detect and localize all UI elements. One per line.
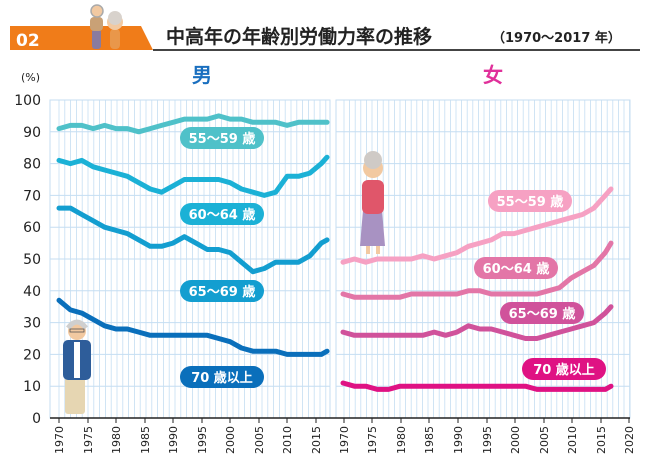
x-tick-label: 1980 [395,426,408,454]
x-tick-label: 1985 [139,426,152,454]
y-tick-label: 40 [23,284,41,300]
series-line [56,154,330,198]
series-label-pill [180,203,264,225]
series-label: 70 歳以上 [191,370,253,386]
y-tick-label: 100 [14,93,41,109]
y-tick-label: 10 [23,379,41,395]
x-tick-label: 1980 [110,426,123,454]
x-tick-label: 2020 [623,426,636,454]
x-tick-label: 1975 [82,426,95,454]
series-label-pill [500,302,584,324]
x-tick-label: 2000 [509,426,522,454]
series-label-pill [180,280,264,302]
series-label: 70 歳以上 [533,362,595,378]
x-tick-label: 2015 [310,426,323,454]
panel-title-female: 女 [483,63,503,87]
y-tick-label: 30 [23,316,41,332]
y-tick-label: 90 [23,125,41,141]
series-label: 65～69 歳 [189,284,256,300]
series-line [340,240,614,300]
chart-period: （1970～2017 年） [492,30,621,46]
panel-title-male: 男 [192,63,212,87]
x-tick-label: 1970 [53,426,66,454]
x-tick-label: 1990 [167,426,180,454]
series-label: 60～64 歳 [483,261,550,277]
y-tick-label: 80 [23,157,41,173]
x-tick-label: 1985 [423,426,436,454]
y-tick-label: 0 [32,411,41,427]
y-axis: 0 10 20 30 40 50 60 70 80 90 100 [14,93,41,427]
series-label: 65～69 歳 [509,306,576,322]
y-tick-label: 70 [23,188,41,204]
x-tick-label: 2010 [281,426,294,454]
series-line [340,186,614,265]
series-label-pill [488,190,572,212]
series-label-pill [180,127,264,149]
series-label-pill [180,366,264,388]
x-tick-label: 2000 [224,426,237,454]
header-badge-number: 02 [16,31,40,51]
series-label: 55～59 歳 [189,131,256,147]
x-tick-label: 1990 [452,426,465,454]
y-tick-label: 20 [23,347,41,363]
series-label-pill [522,358,606,380]
x-tick-label: 1995 [196,426,209,454]
elderly-man-icon [63,319,91,414]
x-tick-label: 2005 [538,426,551,454]
series-line [56,113,330,135]
x-tick-label: 2015 [595,426,608,454]
y-tick-label: 60 [23,220,41,236]
x-tick-label: 2005 [253,426,266,454]
series-label: 60～64 歳 [189,207,256,223]
y-axis-unit: (%) [21,71,40,84]
series-line [56,297,330,357]
series-line [340,304,614,341]
y-tick-label: 50 [23,252,41,268]
chart-title: 中高年の年齢別労働力率の推移 [166,25,432,48]
series-lines [56,113,614,392]
elderly-woman-icon [360,151,385,254]
x-tick-label: 1995 [481,426,494,454]
elderly-couple-icon [90,4,123,49]
series-labels: 55～59 歳 60～64 歳 65～69 歳 70 歳以上 55～59 歳 60～64 … [180,127,606,388]
series-line [56,205,330,275]
x-tick-label: 1975 [366,426,379,454]
header: 02 中高年の年齢別労働力率の推移 （1970～2017 年） [10,25,640,51]
series-label-pill [474,257,558,279]
x-tick-label: 2010 [566,426,579,454]
series-line [340,380,614,392]
x-tick-label: 1970 [338,426,351,454]
x-axis: 1970 1975 1980 1985 1990 1995 2000 2005 2010 2015… [53,418,636,454]
series-label: 55～59 歳 [497,194,564,210]
